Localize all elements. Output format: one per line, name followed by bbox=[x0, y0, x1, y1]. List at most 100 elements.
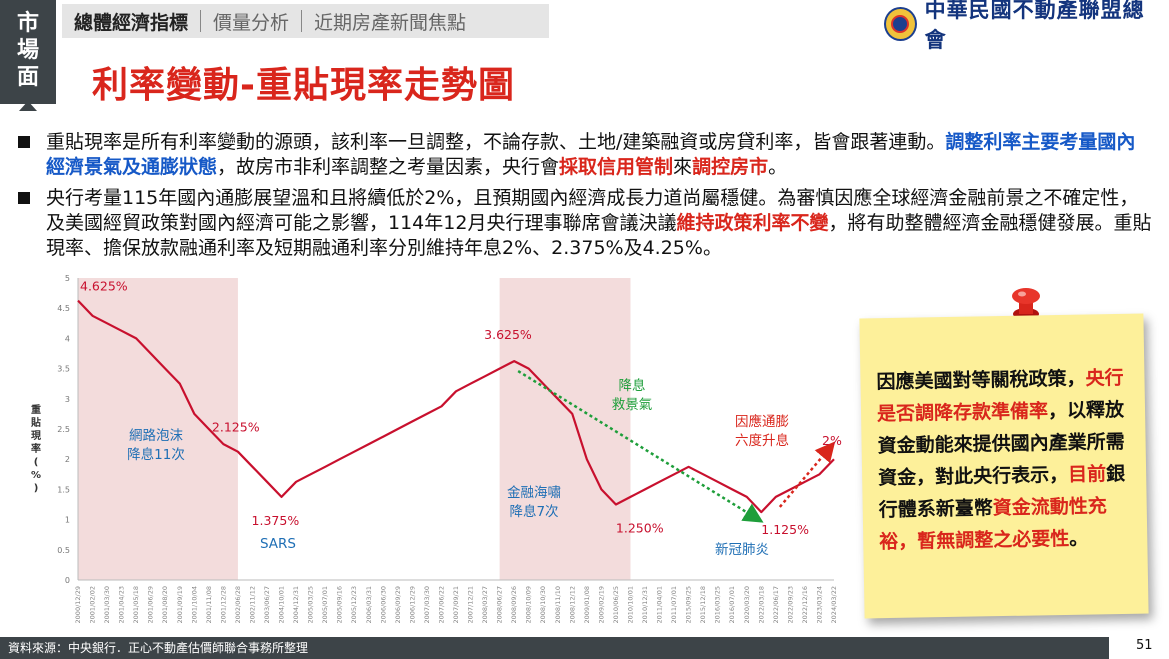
x-tick-label: 2007/03/30 bbox=[423, 586, 431, 623]
shaded-period bbox=[78, 278, 238, 580]
y-axis-label-char: ( bbox=[34, 457, 39, 468]
x-tick-label: 2002/06/28 bbox=[234, 586, 242, 623]
x-tick-label: 2005/09/16 bbox=[336, 586, 344, 623]
x-tick-label: 2008/06/27 bbox=[496, 586, 504, 623]
x-tick-label: 2006/03/31 bbox=[365, 586, 373, 623]
shaded-period bbox=[499, 278, 631, 580]
x-tick-label: 2003/06/27 bbox=[263, 586, 271, 623]
bullet-1-highlight: 調整利率主要考量國內經濟景氣及通膨狀態 bbox=[46, 131, 1136, 178]
x-tick-label: 2001/06/29 bbox=[147, 586, 155, 623]
x-tick-label: 2008/10/30 bbox=[539, 586, 547, 623]
nav-item-price-volume[interactable]: 價量分析 bbox=[213, 11, 290, 34]
x-tick-label: 2010/06/25 bbox=[612, 586, 620, 623]
x-tick-label: 2001/09/19 bbox=[176, 586, 184, 623]
chart-annotation: 降息11次 bbox=[127, 446, 185, 463]
note-highlight-red: 目前 bbox=[1067, 463, 1107, 486]
y-tick-label: 4 bbox=[65, 334, 70, 343]
x-tick-label: 2024/03/22 bbox=[830, 586, 838, 623]
chart-annotation: 新冠肺炎 bbox=[715, 542, 769, 558]
x-tick-label: 2016/03/25 bbox=[714, 586, 722, 623]
section-tab: 市場面 bbox=[0, 0, 56, 104]
x-tick-label: 2010/12/31 bbox=[641, 586, 649, 623]
chart-annotation: 因應通膨 bbox=[735, 413, 789, 430]
rate-chart: 0 0.5 1 1.5 2 2.5 3 3.5 4 4.5 5 重貼現率 (%) 2000/12/29 20… bbox=[22, 268, 848, 636]
x-tick-label: 2001/04/23 bbox=[118, 586, 126, 623]
page-number: 51 bbox=[1136, 638, 1153, 653]
x-tick-label: 2015/12/18 bbox=[699, 586, 707, 623]
y-axis-label-char: ) bbox=[34, 483, 39, 494]
x-tick-label: 2001/08/20 bbox=[161, 586, 169, 623]
x-tick-label: 2022/03/18 bbox=[757, 586, 765, 623]
bullet-1-text: ，故房市非利率調整之考量因素，央行會 bbox=[217, 156, 560, 178]
bullet-1-highlight-red: 調控房市 bbox=[692, 156, 769, 178]
pushpin-icon bbox=[1010, 288, 1040, 337]
bullet-1-text: 來 bbox=[673, 156, 693, 178]
page-title: 利率變動-重貼現率走勢圖 bbox=[92, 65, 515, 106]
x-tick-label: 2008/11/10 bbox=[554, 586, 562, 623]
chart-annotation: 降息7次 bbox=[509, 503, 558, 520]
nav-item-macro[interactable]: 總體經濟指標 bbox=[74, 11, 189, 34]
bullet-1-text: 重貼現率是所有利率變動的源頭，該利率一旦調整，不論存款、土地/建築融資或房貸利率… bbox=[46, 131, 946, 153]
chart-annotation: 金融海嘯 bbox=[507, 485, 561, 501]
x-tick-label: 2008/10/09 bbox=[525, 586, 533, 623]
y-tick-label: 3.5 bbox=[57, 365, 70, 374]
rate-chart-svg: 0 0.5 1 1.5 2 2.5 3 3.5 4 4.5 5 重貼現率 (%) 2000/12/29 20… bbox=[30, 274, 842, 623]
trend-arrow bbox=[517, 369, 764, 523]
x-tick-label: 2022/06/17 bbox=[772, 586, 780, 623]
sticky-note: 因應美國對等關稅政策，央行是否調降存款準備率，以釋放資金動能來提供國內產業所需資… bbox=[859, 313, 1149, 619]
x-tick-label: 2007/06/22 bbox=[437, 586, 445, 623]
logo: 中華民國不動產聯盟總會 bbox=[884, 0, 1156, 52]
y-tick-label: 0 bbox=[65, 576, 70, 585]
chart-annotation: SARS bbox=[260, 536, 296, 552]
y-axis-label-char: 現 bbox=[31, 430, 41, 442]
sticky-note-text: 因應美國對等關稅政策，央行是否調降存款準備率，以釋放資金動能來提供國內產業所需資… bbox=[876, 362, 1137, 558]
y-tick-label: 4.5 bbox=[57, 304, 70, 313]
section-tab-label: 市場面 bbox=[16, 11, 39, 90]
point-label: 1.250% bbox=[616, 521, 664, 536]
bullet-square-icon bbox=[18, 136, 30, 148]
x-tick-label: 2005/07/01 bbox=[321, 586, 329, 623]
x-tick-label: 2005/03/25 bbox=[307, 586, 315, 623]
x-tick-label: 2008/12/12 bbox=[568, 586, 576, 623]
bullet-2-text: ，將有助整體經濟金融穩健發展。重貼現率、擔保放款融通利率及短期融通利率分別維持年… bbox=[46, 212, 1152, 259]
top-nav: 總體經濟指標 價量分析 近期房產新聞焦點 bbox=[62, 4, 549, 38]
y-axis-label-char: % bbox=[31, 470, 41, 481]
x-tick-label: 2015/09/25 bbox=[685, 586, 693, 623]
trend-arrow bbox=[778, 441, 836, 508]
x-tick-label: 2020/03/20 bbox=[743, 586, 751, 623]
y-tick-label: 1.5 bbox=[57, 485, 70, 494]
x-tick-label: 2001/05/18 bbox=[132, 586, 140, 623]
x-tick-label: 2002/11/12 bbox=[248, 586, 256, 623]
x-tick-label: 2006/09/29 bbox=[394, 586, 402, 623]
x-tick-label: 2005/12/23 bbox=[350, 586, 358, 623]
x-tick-label: 2006/06/30 bbox=[379, 586, 387, 623]
x-tick-label: 2016/07/01 bbox=[728, 586, 736, 623]
nav-separator bbox=[200, 10, 202, 32]
point-label: 3.625% bbox=[484, 327, 532, 342]
x-tick-label: 2022/09/23 bbox=[786, 586, 794, 623]
point-label: 1.375% bbox=[252, 513, 300, 528]
x-tick-label: 2022/12/16 bbox=[801, 586, 809, 623]
footer-source: 資料來源：中央銀行．正心不動產估價師聯合事務所整理 bbox=[0, 637, 1109, 659]
bullet-1-highlight-red: 採取信用管制 bbox=[559, 156, 674, 178]
x-tick-label: 2001/12/28 bbox=[219, 586, 227, 623]
x-tick-label: 2001/11/08 bbox=[205, 586, 213, 623]
logo-seal-icon bbox=[884, 7, 917, 41]
x-tick-label: 2006/12/29 bbox=[408, 586, 416, 623]
bullet-2-text: 央行考量115年國內通膨展望溫和且將續低於2%，且預期國內經濟成長力道尚屬穩健。… bbox=[46, 187, 1139, 234]
y-tick-label: 2.5 bbox=[57, 425, 70, 434]
x-tick-label: 2010/10/01 bbox=[626, 586, 634, 623]
point-label: 2% bbox=[822, 433, 842, 448]
y-tick-label: 0.5 bbox=[57, 546, 70, 555]
chart-annotation: 降息 bbox=[619, 377, 646, 394]
note-text-part: 因應美國對等關稅政策， bbox=[876, 367, 1086, 394]
x-tick-label: 2004/12/31 bbox=[292, 586, 300, 623]
x-tick-label: 2008/03/27 bbox=[481, 586, 489, 623]
rate-line bbox=[77, 299, 835, 514]
x-tick-label: 2023/03/24 bbox=[815, 586, 823, 623]
nav-item-news[interactable]: 近期房產新聞焦點 bbox=[314, 11, 467, 34]
bullet-2-highlight-red: 維持政策利率不變 bbox=[676, 212, 829, 234]
chart-annotation: 六度升息 bbox=[735, 432, 789, 449]
y-axis-label-char: 重 bbox=[31, 403, 41, 416]
x-tick-label: 2007/09/21 bbox=[452, 586, 460, 623]
